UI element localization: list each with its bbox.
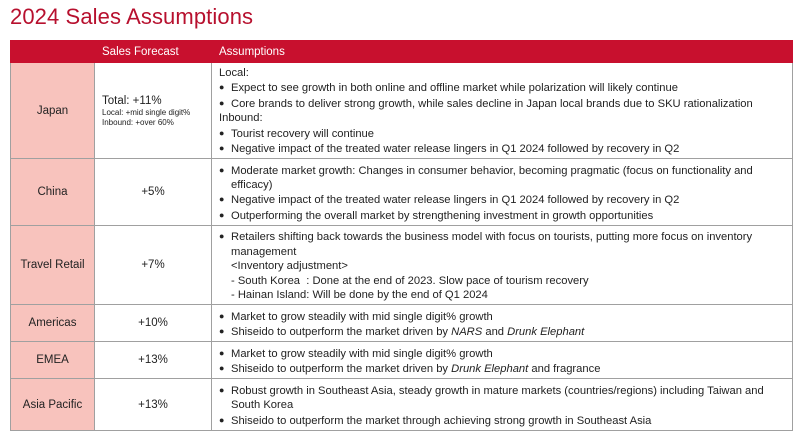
americas-bullet-1: Market to grow steadily with mid single … (219, 309, 786, 324)
china-bullet-3: Outperforming the overall market by stre… (219, 208, 786, 223)
assumptions-asia-pacific: Robust growth in Southeast Asia, steady … (211, 378, 793, 432)
row-americas: Americas +10% Market to grow steadily wi… (10, 304, 793, 343)
region-china: China (10, 158, 95, 227)
travel-hainan: - Hainan Island: Will be done by the end… (231, 289, 488, 302)
assumptions-japan: Local: Expect to see growth in both onli… (211, 61, 793, 160)
brand-nars: NARS (451, 325, 483, 338)
table-header-row: Sales Forecast Assumptions (10, 40, 793, 63)
header-sales-forecast: Sales Forecast (94, 40, 212, 63)
region-japan: Japan (10, 61, 95, 160)
americas-bullet-2-text-c: and (482, 325, 508, 338)
region-asia-pacific: Asia Pacific (10, 378, 95, 432)
row-japan: Japan Total: +11% Local: +mid single dig… (10, 61, 793, 160)
region-americas: Americas (10, 304, 95, 343)
travel-south-korea: - South Korea : Done at the end of 2023.… (231, 274, 589, 287)
emea-bullet-2: Shiseido to outperform the market driven… (219, 361, 786, 376)
japan-local-heading: Local: (219, 67, 249, 79)
forecast-japan-inbound: Inbound: +over 60% (102, 117, 174, 127)
americas-bullet-2-text-a: Shiseido to outperform the market driven… (231, 325, 452, 338)
japan-bullet-2: Core brands to deliver strong growth, wh… (219, 96, 786, 111)
assumptions-americas: Market to grow steadily with mid single … (211, 304, 793, 343)
americas-bullet-2: Shiseido to outperform the market driven… (219, 324, 786, 339)
sales-assumptions-table: Sales Forecast Assumptions Japan Total: … (10, 40, 793, 432)
japan-bullet-1: Expect to see growth in both online and … (219, 80, 786, 95)
header-assumptions: Assumptions (211, 40, 793, 63)
region-emea: EMEA (10, 341, 95, 380)
header-region (10, 40, 95, 63)
assumptions-travel-retail: Retailers shifting back towards the busi… (211, 225, 793, 306)
page-title: 2024 Sales Assumptions (10, 4, 254, 29)
forecast-japan: Total: +11% Local: +mid single digit% In… (94, 61, 212, 160)
china-bullet-1: Moderate market growth: Changes in consu… (219, 163, 786, 193)
travel-inventory-heading: <Inventory adjustment> (231, 260, 348, 273)
emea-bullet-2-text-c: and fragrance (528, 362, 601, 375)
forecast-japan-total: Total: +11% (102, 94, 162, 107)
forecast-china: +5% (94, 158, 212, 227)
forecast-americas: +10% (94, 304, 212, 343)
apac-bullet-1: Robust growth in Southeast Asia, steady … (219, 383, 786, 413)
japan-inbound-heading: Inbound: (219, 112, 263, 125)
assumptions-china: Moderate market growth: Changes in consu… (211, 158, 793, 227)
japan-bullet-3: Tourist recovery will continue (219, 126, 786, 141)
brand-drunk-elephant-emea: Drunk Elephant (451, 362, 529, 375)
emea-bullet-2-text-a: Shiseido to outperform the market driven… (231, 362, 452, 375)
row-china: China +5% Moderate market growth: Change… (10, 158, 793, 227)
row-emea: EMEA +13% Market to grow steadily with m… (10, 341, 793, 380)
apac-bullet-2: Shiseido to outperform the market throug… (219, 413, 786, 428)
emea-bullet-1: Market to grow steadily with mid single … (219, 346, 786, 361)
assumptions-emea: Market to grow steadily with mid single … (211, 341, 793, 380)
forecast-japan-local: Local: +mid single digit% (102, 107, 191, 117)
region-travel-retail: Travel Retail (10, 225, 95, 306)
china-bullet-2: Negative impact of the treated water rel… (219, 192, 786, 207)
forecast-asia-pacific: +13% (94, 378, 212, 432)
forecast-travel-retail: +7% (94, 225, 212, 306)
travel-bullet-1: Retailers shifting back towards the busi… (219, 229, 786, 259)
brand-drunk-elephant: Drunk Elephant (507, 325, 585, 338)
row-asia-pacific: Asia Pacific +13% Robust growth in South… (10, 378, 793, 432)
row-travel-retail: Travel Retail +7% Retailers shifting bac… (10, 225, 793, 306)
forecast-emea: +13% (94, 341, 212, 380)
japan-bullet-4: Negative impact of the treated water rel… (219, 141, 786, 156)
